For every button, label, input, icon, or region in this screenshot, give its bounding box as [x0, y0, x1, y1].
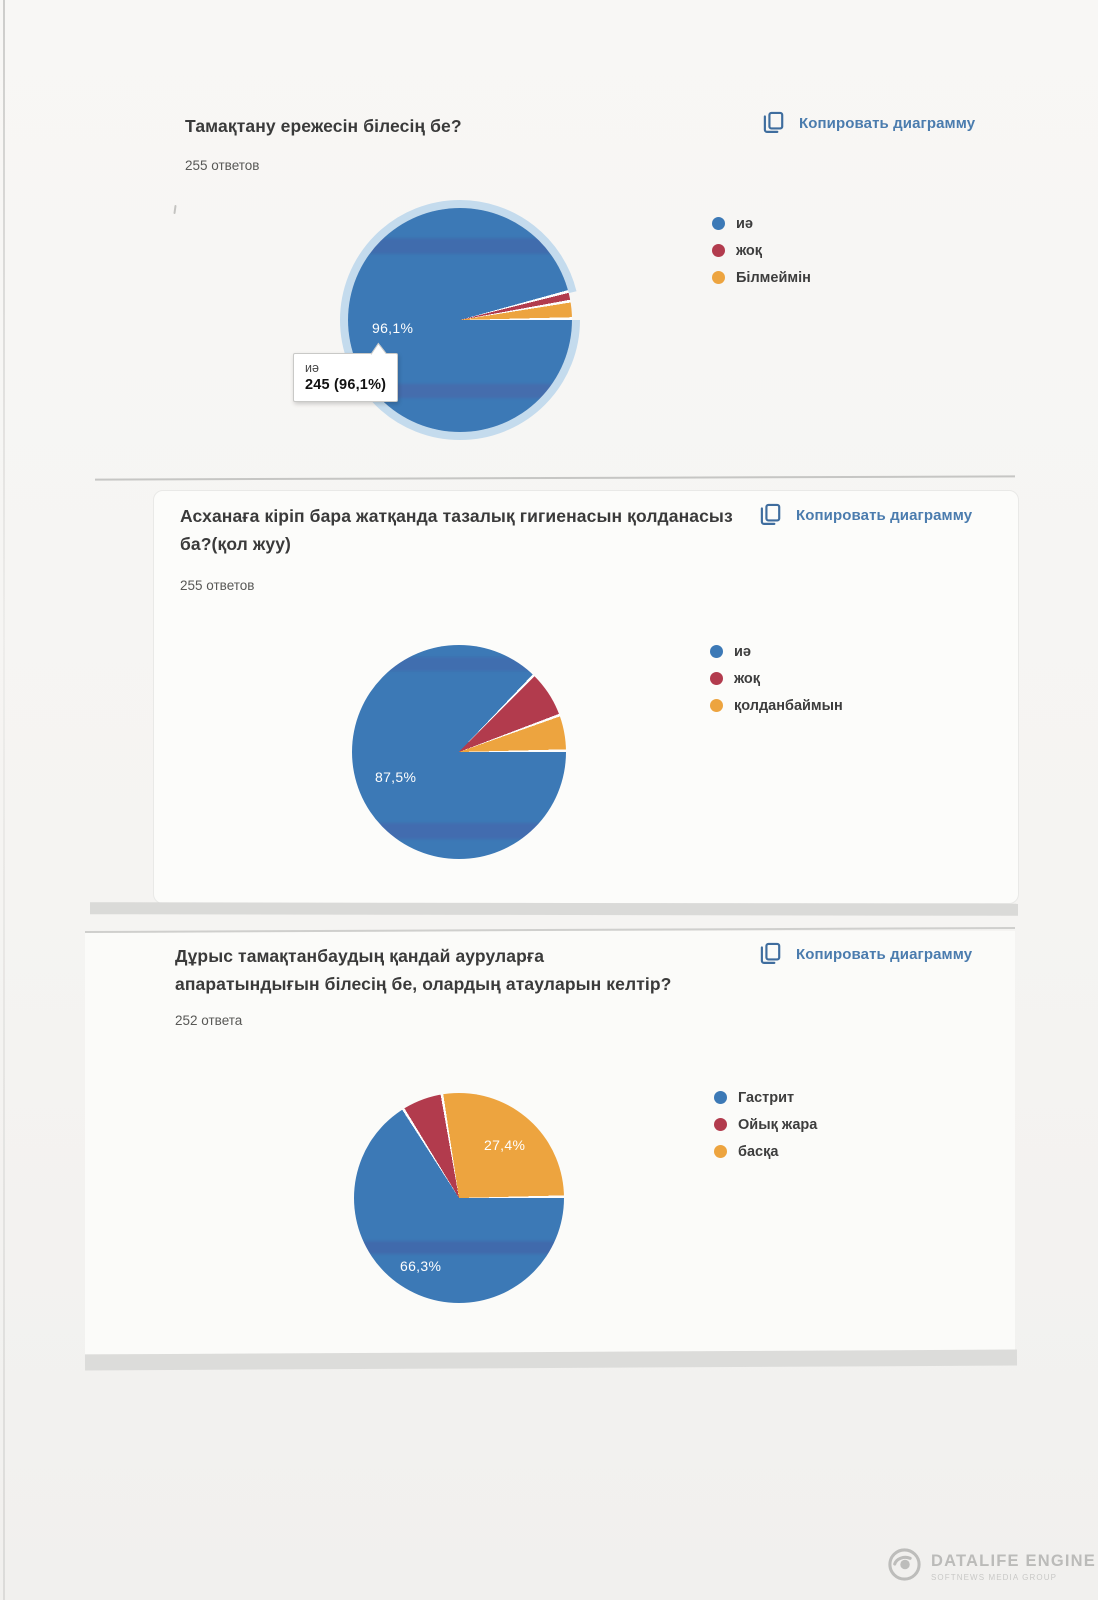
chart1-title: Тамақтану ережесін білесің бе? — [185, 116, 462, 136]
legend-label: басқа — [738, 1143, 779, 1160]
legend-label: жоқ — [734, 670, 761, 687]
legend-label: Ойық жара — [738, 1116, 818, 1133]
copy-icon — [757, 502, 783, 528]
legend-label: иә — [736, 215, 753, 232]
legend-color-dot-icon — [714, 1145, 727, 1158]
chart3-card — [85, 931, 1015, 1354]
legend-item: Білмеймін — [712, 264, 811, 291]
watermark-title: DATALIFE ENGINE — [931, 1552, 1096, 1571]
section-separator-line — [94, 475, 1016, 481]
scan-streak — [354, 1241, 564, 1254]
legend-label: жоқ — [736, 242, 763, 259]
tooltip-option-label: иә — [305, 361, 319, 375]
chart1-response-count: 255 ответов — [185, 158, 260, 173]
legend-item: иә — [710, 638, 843, 665]
chart3-legend: Гастрит Ойық жара басқа — [714, 1084, 817, 1165]
legend-label: Гастрит — [738, 1089, 795, 1106]
chart1-legend: иә жоқ Білмеймін — [712, 210, 811, 291]
chart2-slice-percent-label: 87,5% — [375, 769, 417, 785]
legend-item: басқа — [714, 1138, 817, 1165]
card-shadow-band — [89, 902, 1019, 916]
chart3-slice-percent-label-blue: 66,3% — [400, 1258, 442, 1274]
chart1-slice-percent-label: 96,1% — [372, 320, 414, 336]
chart3-copy-chart-button[interactable]: Копировать диаграмму — [757, 941, 972, 967]
legend-item: иә — [712, 210, 811, 237]
legend-item: жоқ — [710, 665, 843, 692]
datalife-engine-logo-icon — [886, 1546, 923, 1588]
legend-color-dot-icon — [714, 1118, 727, 1131]
scan-streak — [352, 657, 566, 671]
copy-icon — [757, 941, 783, 967]
paper-edge-line — [3, 0, 5, 1600]
watermark: DATALIFE ENGINE SOFTNEWS MEDIA GROUP — [886, 1546, 1096, 1588]
chart2-legend: иә жоқ қолданбаймын — [710, 638, 843, 719]
scan-speck — [173, 204, 177, 215]
copy-chart-label: Копировать диаграмму — [796, 506, 973, 524]
chart3-title: Дұрыс тамақтанбаудың қандай ауруларға ап… — [175, 946, 672, 994]
legend-color-dot-icon — [710, 645, 723, 658]
watermark-subtitle: SOFTNEWS MEDIA GROUP — [931, 1572, 1058, 1582]
tooltip-value: 245 (96,1%) — [305, 377, 387, 393]
legend-item: жоқ — [712, 237, 811, 264]
legend-color-dot-icon — [712, 271, 725, 284]
chart1-copy-chart-button[interactable]: Копировать диаграмму — [760, 110, 975, 136]
legend-color-dot-icon — [710, 699, 723, 712]
legend-label: Білмеймін — [736, 269, 811, 286]
chart1-tooltip: иә 245 (96,1%) — [293, 353, 399, 402]
legend-item: Гастрит — [714, 1084, 817, 1111]
chart2-copy-chart-button[interactable]: Копировать диаграмму — [757, 502, 972, 528]
chart2-title: Асханаға кіріп бара жатқанда тазалық гиг… — [180, 506, 733, 554]
chart3-pie[interactable]: 66,3% 27,4% — [354, 1093, 564, 1303]
legend-label: иә — [734, 643, 751, 660]
legend-color-dot-icon — [710, 672, 723, 685]
scan-streak — [348, 238, 572, 254]
chart3-slice-percent-label-orange: 27,4% — [484, 1137, 526, 1153]
copy-chart-label: Копировать диаграмму — [799, 114, 976, 132]
scan-streak — [352, 823, 566, 839]
legend-color-dot-icon — [714, 1091, 727, 1104]
chart2-card — [153, 490, 1019, 904]
legend-color-dot-icon — [712, 217, 725, 230]
copy-chart-label: Копировать диаграмму — [796, 945, 973, 963]
legend-label: қолданбаймын — [734, 697, 843, 714]
scan-streak — [348, 384, 572, 398]
legend-color-dot-icon — [712, 244, 725, 257]
chart1-slice-highlight-ring — [340, 200, 580, 440]
legend-item: қолданбаймын — [710, 692, 843, 719]
chart3-response-count: 252 ответа — [175, 1013, 243, 1028]
chart2-response-count: 255 ответов — [180, 578, 255, 593]
chart2-pie[interactable]: 87,5% — [352, 645, 566, 859]
copy-icon — [760, 110, 786, 136]
legend-item: Ойық жара — [714, 1111, 817, 1138]
